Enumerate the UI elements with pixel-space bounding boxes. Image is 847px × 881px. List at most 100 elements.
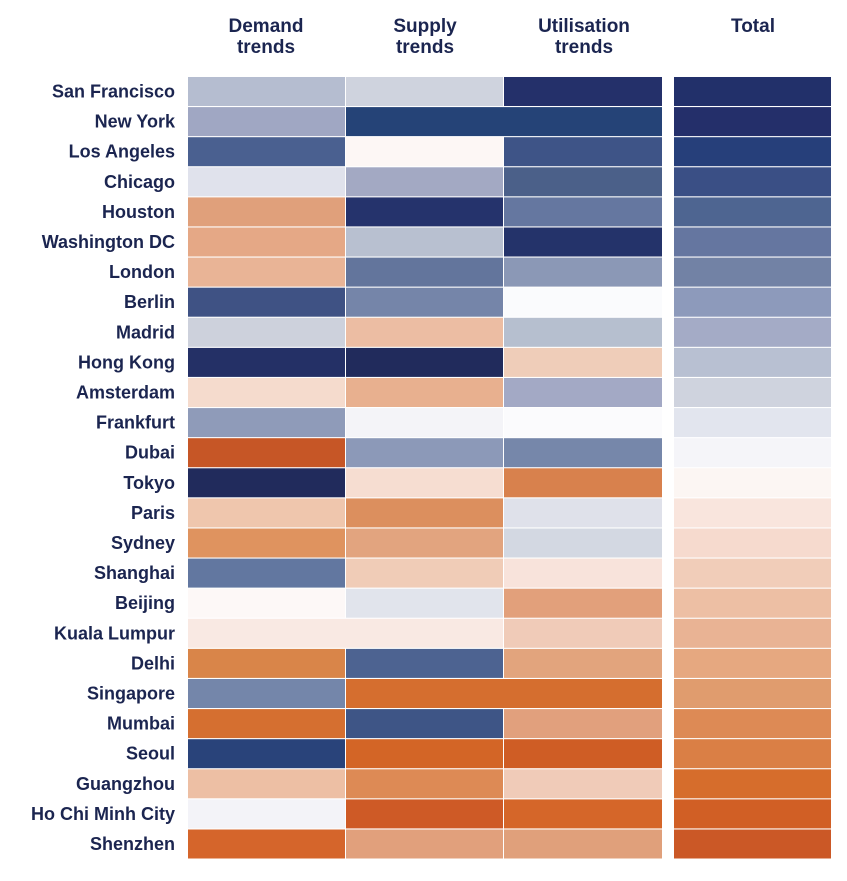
cell-tokyo-utilisation [504, 468, 662, 498]
cell-chicago-demand [188, 167, 345, 197]
row-label-madrid: Madrid [116, 322, 175, 342]
row-label-sydney: Sydney [111, 533, 175, 553]
cell-seoul-utilisation [504, 739, 662, 769]
cell-dubai-total [674, 438, 831, 468]
cell-chicago-supply [346, 167, 503, 197]
cell-san-francisco-total [674, 77, 831, 106]
cell-paris-supply [346, 498, 503, 528]
cell-tokyo-total [674, 468, 831, 498]
cell-london-total [674, 257, 831, 287]
cell-singapore-supply [346, 679, 662, 708]
cell-hong-kong-total [674, 347, 831, 377]
row-label-tokyo: Tokyo [123, 473, 175, 493]
row-label-washington-dc: Washington DC [42, 232, 175, 252]
cell-chicago-total [674, 167, 831, 197]
column-header-utilisation: Utilisation trends [538, 16, 630, 58]
cell-guangzhou-utilisation [504, 769, 662, 799]
cell-san-francisco-demand [188, 77, 345, 106]
row-label-hong-kong: Hong Kong [78, 352, 175, 372]
cell-houston-demand [188, 197, 345, 227]
cell-hong-kong-supply [346, 347, 503, 377]
heatmap-cells [188, 77, 831, 859]
cell-sydney-total [674, 528, 831, 558]
cell-shanghai-demand [188, 558, 345, 588]
cell-shenzhen-utilisation [504, 829, 662, 859]
cell-houston-utilisation [504, 197, 662, 227]
row-label-london: London [109, 262, 175, 282]
cell-san-francisco-utilisation [504, 77, 662, 106]
cell-seoul-supply [346, 739, 503, 769]
cell-kuala-lumpur-demand [188, 618, 503, 648]
cell-paris-utilisation [504, 498, 662, 528]
cell-berlin-total [674, 287, 831, 317]
cell-beijing-total [674, 588, 831, 618]
cell-los-angeles-demand [188, 137, 345, 167]
cell-shanghai-total [674, 558, 831, 588]
cell-amsterdam-supply [346, 378, 503, 407]
cell-tokyo-supply [346, 468, 503, 498]
cell-singapore-demand [188, 679, 345, 708]
cell-beijing-demand [188, 588, 345, 618]
row-label-singapore: Singapore [87, 684, 175, 704]
row-label-san-francisco: San Francisco [52, 82, 175, 102]
cell-dubai-demand [188, 438, 345, 468]
row-label-shanghai: Shanghai [94, 563, 175, 583]
cell-delhi-total [674, 648, 831, 678]
column-header-total: Total [731, 16, 775, 37]
cell-mumbai-total [674, 709, 831, 739]
cell-frankfurt-utilisation [504, 408, 662, 438]
column-header-demand: Demand trends [229, 16, 304, 58]
row-label-dubai: Dubai [125, 443, 175, 463]
row-label-chicago: Chicago [104, 172, 175, 192]
cell-washington-dc-total [674, 227, 831, 257]
cell-los-angeles-supply [346, 137, 503, 167]
cell-new-york-demand [188, 107, 345, 137]
cell-washington-dc-supply [346, 227, 503, 257]
row-label-los-angeles: Los Angeles [69, 142, 175, 162]
cell-london-supply [346, 257, 503, 287]
cell-shenzhen-supply [346, 829, 503, 859]
cell-sydney-utilisation [504, 528, 662, 558]
cell-tokyo-demand [188, 468, 345, 498]
cell-houston-supply [346, 197, 503, 227]
cell-delhi-supply [346, 648, 503, 678]
cell-kuala-lumpur-utilisation [504, 618, 662, 648]
cell-mumbai-supply [346, 709, 503, 739]
cell-los-angeles-total [674, 137, 831, 167]
cell-ho-chi-minh-city-utilisation [504, 799, 662, 829]
cell-paris-demand [188, 498, 345, 528]
cell-new-york-total [674, 107, 831, 137]
row-label-seoul: Seoul [126, 744, 175, 764]
cell-seoul-demand [188, 739, 345, 769]
row-labels: San Francisco New York Los Angeles Chicago H… [31, 82, 176, 855]
cell-houston-total [674, 197, 831, 227]
cell-hong-kong-utilisation [504, 347, 662, 377]
column-header-supply-line: trends [396, 37, 454, 58]
cell-dubai-supply [346, 438, 503, 468]
cell-ho-chi-minh-city-demand [188, 799, 345, 829]
cell-shanghai-utilisation [504, 558, 662, 588]
cell-seoul-total [674, 739, 831, 769]
row-label-new-york: New York [95, 112, 176, 132]
cell-hong-kong-demand [188, 347, 345, 377]
cell-washington-dc-utilisation [504, 227, 662, 257]
cell-beijing-utilisation [504, 588, 662, 618]
cell-shanghai-supply [346, 558, 503, 588]
cell-shenzhen-demand [188, 829, 345, 859]
cell-beijing-supply [346, 588, 503, 618]
cell-guangzhou-supply [346, 769, 503, 799]
row-label-frankfurt: Frankfurt [96, 413, 175, 433]
cell-paris-total [674, 498, 831, 528]
row-label-berlin: Berlin [124, 292, 175, 312]
column-header-utilisation-line: Utilisation [538, 16, 630, 37]
cell-madrid-total [674, 317, 831, 347]
column-header-total-line: Total [731, 16, 775, 37]
row-label-kuala-lumpur: Kuala Lumpur [54, 623, 175, 643]
cell-kuala-lumpur-total [674, 618, 831, 648]
cell-chicago-utilisation [504, 167, 662, 197]
cell-berlin-demand [188, 287, 345, 317]
cell-amsterdam-total [674, 378, 831, 407]
cell-guangzhou-total [674, 769, 831, 799]
